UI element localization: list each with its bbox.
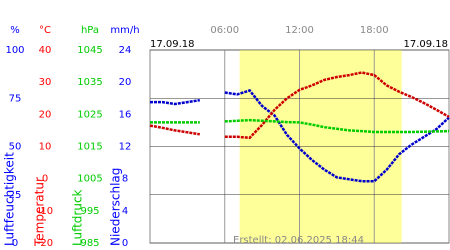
y-tick-label: 0 — [122, 238, 128, 249]
y-tick-label: 1045 — [77, 45, 102, 56]
footer: Erstellt: 02.06.2025 18:44 — [233, 235, 364, 246]
y-tick-label: 0 — [12, 238, 18, 249]
y-tick-label: 995 — [80, 206, 99, 217]
y-tick-label: 10 — [39, 142, 52, 153]
y-tick-label: 0 — [42, 174, 48, 185]
series-line — [150, 89, 450, 183]
y-tick-label: 40 — [39, 45, 52, 56]
y-tick-label: 75 — [9, 93, 22, 104]
axis-unit: hPa — [81, 25, 99, 36]
y-tick-label: 985 — [80, 238, 99, 249]
x-tick-label: 06:00 — [210, 25, 239, 36]
y-tick-label: 100 — [5, 45, 24, 56]
x-tick-label: 12:00 — [285, 25, 314, 36]
date-right: 17.09.18 — [403, 39, 448, 50]
y-tick-label: -20 — [37, 238, 53, 249]
axis-title: Niederschlag — [109, 168, 123, 246]
series-line — [150, 118, 450, 134]
axis-title: Temperatur — [33, 177, 47, 247]
y-tick-label: 50 — [9, 142, 22, 153]
y-tick-label: 1015 — [77, 142, 102, 153]
y-tick-label: 16 — [119, 109, 132, 120]
y-tick-label: 20 — [39, 109, 52, 120]
axis-unit: °C — [39, 25, 51, 36]
axis-title: Luftfeuchtigkeit — [3, 152, 17, 246]
y-tick-label: 30 — [39, 77, 52, 88]
y-tick-label: 1035 — [77, 77, 102, 88]
y-tick-label: 25 — [9, 190, 22, 201]
y-tick-label: 24 — [119, 45, 132, 56]
y-tick-label: 12 — [119, 142, 132, 153]
y-tick-label: -10 — [37, 206, 53, 217]
y-tick-label: 8 — [122, 174, 128, 185]
date-left: 17.09.18 — [150, 39, 195, 50]
x-tick-label: 18:00 — [360, 25, 389, 36]
y-tick-label: 20 — [119, 77, 132, 88]
y-tick-label: 4 — [122, 206, 128, 217]
axis-unit: mm/h — [110, 25, 139, 36]
y-tick-label: 1005 — [77, 174, 102, 185]
axis-unit: % — [10, 25, 20, 36]
y-tick-label: 1025 — [77, 109, 102, 120]
series-line — [149, 71, 450, 140]
axis-title: Luftdruck — [71, 189, 85, 246]
